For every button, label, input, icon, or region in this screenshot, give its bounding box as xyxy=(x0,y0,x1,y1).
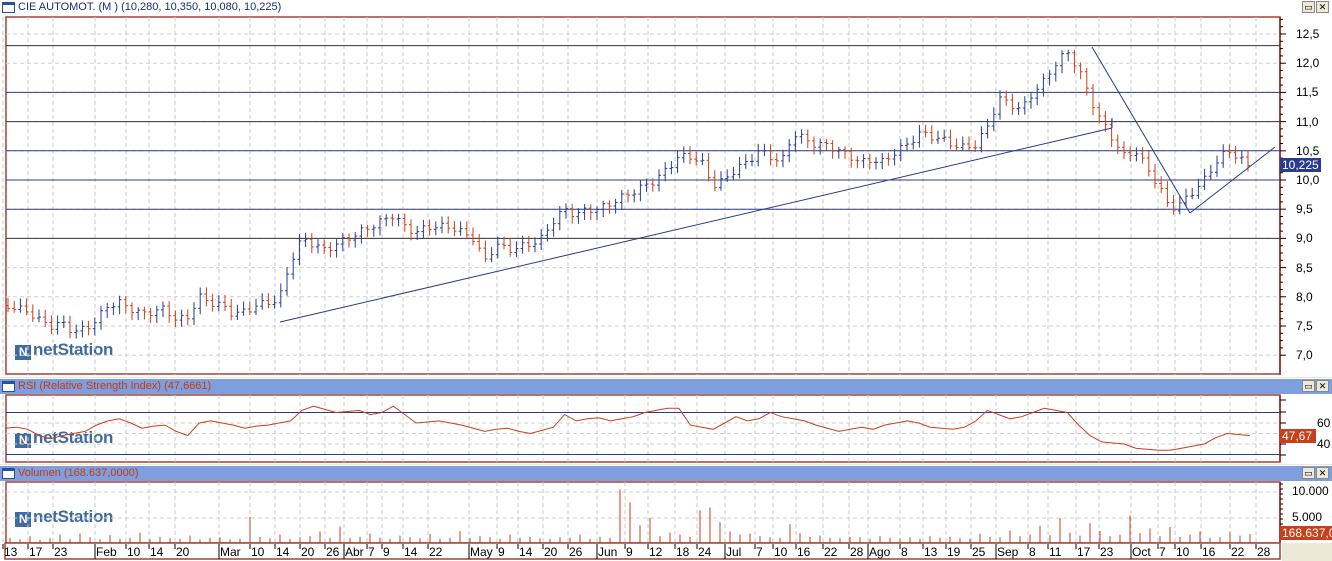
x-tick-label: 16 xyxy=(1202,545,1216,559)
x-tick-label: 28 xyxy=(1257,545,1271,559)
rsi-title: RSI (Relative Strength Index) (47,6661) xyxy=(18,380,212,392)
x-tick-label: 10 xyxy=(774,545,788,559)
minimize-button[interactable]: ▭ xyxy=(1302,380,1315,392)
rsi-panel: RSI (Relative Strength Index) (47,6661) … xyxy=(0,378,1332,464)
y-tick-label: 10,0 xyxy=(1296,173,1320,187)
x-tick-label: 7 xyxy=(1159,545,1166,559)
x-tick-label: 13 xyxy=(924,545,938,559)
x-tick-label: 9 xyxy=(383,545,390,559)
y-tick-label: 11,0 xyxy=(1296,114,1319,129)
x-tick-label: 20 xyxy=(544,545,558,559)
x-tick-label: 28 xyxy=(850,545,864,559)
y-tick-label: 5.000 xyxy=(1292,510,1323,524)
x-tick-label: May xyxy=(470,545,493,559)
window-icon xyxy=(2,468,15,479)
x-tick-label: Abr xyxy=(345,545,364,559)
volume-titlebar: Volumen (168.637,0000) ▭ ✕ xyxy=(0,466,1332,481)
x-tick-label: Oct xyxy=(1132,545,1151,559)
x-tick-label: 16 xyxy=(797,545,811,559)
x-tick-label: Sep xyxy=(997,545,1019,559)
y-tick-label: 11,5 xyxy=(1296,85,1319,100)
volume-title: Volumen (168.637,0000) xyxy=(18,467,139,479)
x-tick-label: 14 xyxy=(276,545,290,559)
y-tick-label: 7,5 xyxy=(1296,319,1313,333)
x-tick-label: 7 xyxy=(756,545,763,559)
x-tick-label: 25 xyxy=(972,545,986,559)
x-tick-label: 9 xyxy=(498,545,505,559)
x-tick-label: 12 xyxy=(649,545,663,559)
window-icon xyxy=(2,2,15,13)
y-tick-label: 10.000 xyxy=(1292,484,1329,498)
price-chart-panel: CIE AUTOMOT. (M ) (10,280, 10,350, 10,08… xyxy=(0,0,1332,377)
x-tick-label: 13 xyxy=(4,545,18,559)
x-tick-label: Mar xyxy=(220,545,241,559)
x-tick-label: Ago xyxy=(869,545,891,559)
rsi-last-value-badge: 47,67 xyxy=(1280,429,1316,443)
x-tick-label: 14 xyxy=(150,545,164,559)
x-tick-label: Feb xyxy=(96,545,117,559)
x-tick-label: 18 xyxy=(676,545,690,559)
x-tick-label: 9 xyxy=(626,545,633,559)
x-tick-label: 23 xyxy=(54,545,68,559)
window-icon xyxy=(2,381,15,392)
last-price-badge: 10,225 xyxy=(1280,158,1321,172)
x-tick-label: 19 xyxy=(947,545,961,559)
x-tick-label: 10 xyxy=(251,545,265,559)
close-button[interactable]: ✕ xyxy=(1316,380,1329,392)
y-tick-label: 8,0 xyxy=(1296,289,1313,304)
rsi-titlebar: RSI (Relative Strength Index) (47,6661) … xyxy=(0,379,1332,394)
x-tick-label: Jul xyxy=(726,545,742,559)
y-tick-label: 12,0 xyxy=(1296,56,1320,71)
x-tick-label: 23 xyxy=(1100,545,1114,559)
x-tick-label: 20 xyxy=(176,545,190,559)
x-tick-label: 8 xyxy=(901,545,908,559)
x-tick-label: 17 xyxy=(29,545,43,559)
y-tick-label: 10,5 xyxy=(1296,143,1320,158)
close-button[interactable]: ✕ xyxy=(1316,1,1329,13)
price-chart-titlebar: CIE AUTOMOT. (M ) (10,280, 10,350, 10,08… xyxy=(0,0,1332,15)
minimize-button[interactable]: ▭ xyxy=(1302,1,1315,13)
x-tick-label: 22 xyxy=(1231,545,1245,559)
y-tick-label: 8,5 xyxy=(1296,260,1313,275)
x-tick-label: 7 xyxy=(368,545,375,559)
x-tick-label: 10 xyxy=(127,545,141,559)
y-tick-label: 12,5 xyxy=(1296,27,1320,41)
x-tick-label: 17 xyxy=(1077,545,1091,559)
x-tick-label: 22 xyxy=(429,545,443,559)
close-button[interactable]: ✕ xyxy=(1316,467,1329,479)
x-tick-label: 22 xyxy=(824,545,838,559)
x-tick-label: 26 xyxy=(326,545,340,559)
x-tick-label: 20 xyxy=(301,545,315,559)
minimize-button[interactable]: ▭ xyxy=(1302,467,1315,479)
x-tick-label: 24 xyxy=(698,545,712,559)
y-tick-label: 7,0 xyxy=(1296,348,1313,363)
y-tick-label: 9,5 xyxy=(1296,202,1313,217)
x-tick-label: 26 xyxy=(569,545,583,559)
x-tick-label: 11 xyxy=(1049,545,1062,559)
volume-last-value-badge: 168.637,0 xyxy=(1280,526,1332,540)
y-tick-label: 60 xyxy=(1317,416,1331,430)
x-tick-label: 14 xyxy=(404,545,418,559)
x-tick-label: 14 xyxy=(519,545,533,559)
y-tick-label: 9,0 xyxy=(1296,231,1313,246)
x-tick-label: Jun xyxy=(598,545,618,559)
x-tick-label: 8 xyxy=(1029,545,1036,559)
y-tick-label: 40 xyxy=(1317,437,1331,451)
price-chart-title: CIE AUTOMOT. (M ) (10,280, 10,350, 10,08… xyxy=(18,1,282,13)
corner-filler xyxy=(1282,543,1332,561)
x-tick-label: 10 xyxy=(1176,545,1190,559)
